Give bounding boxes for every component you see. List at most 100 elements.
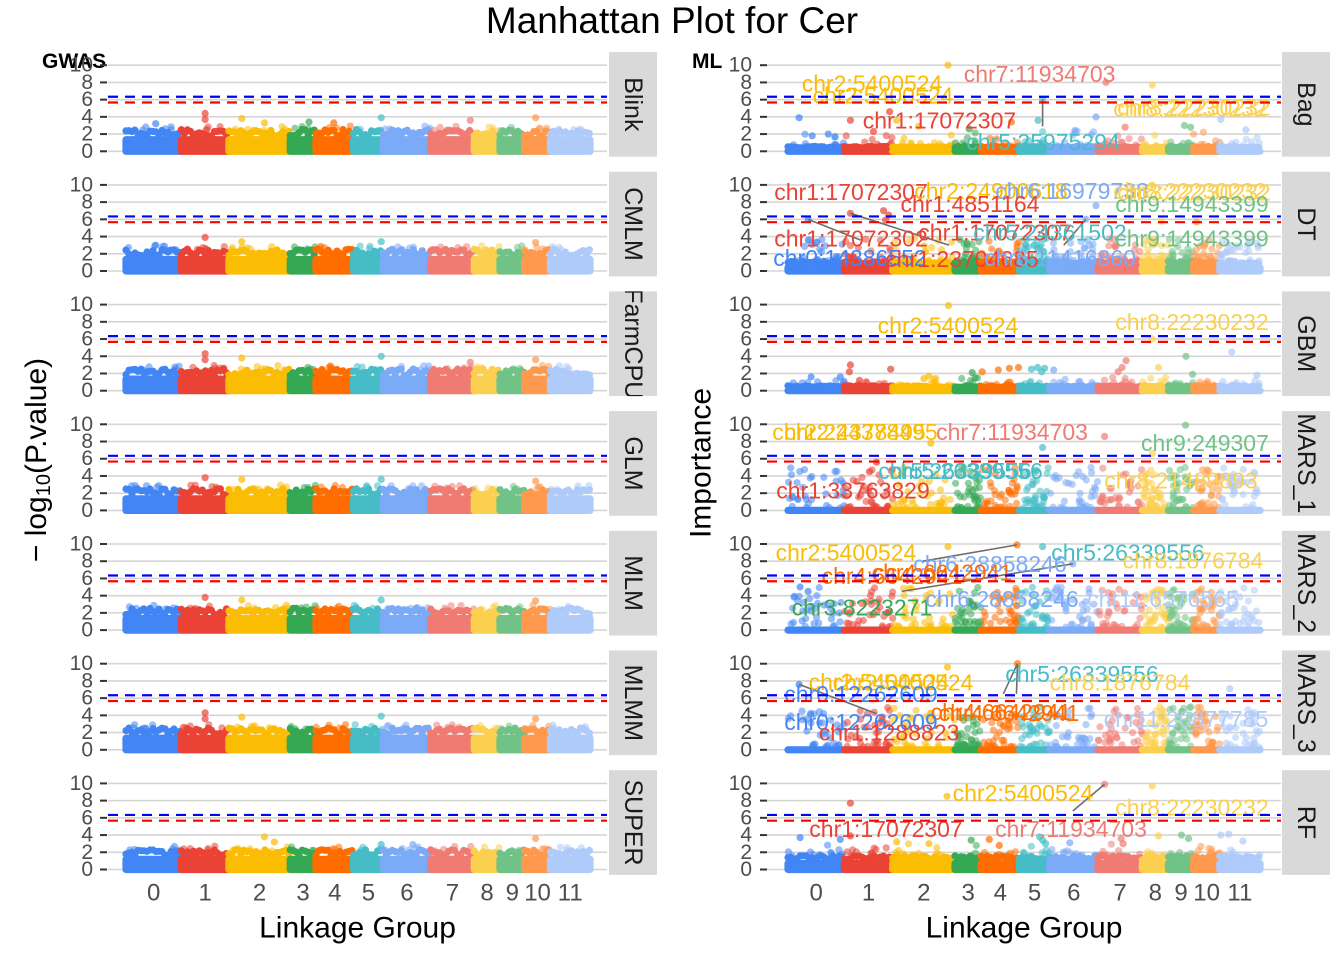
snp-label: chr2:24900618: [914, 178, 1067, 204]
data-point: [940, 500, 948, 508]
data-point: [982, 497, 991, 505]
facet-strip-label: GBM: [1292, 315, 1320, 372]
chromosome-9-points: [1164, 463, 1198, 514]
data-point: [804, 378, 812, 387]
data-point: [986, 134, 994, 142]
data-point: [384, 721, 392, 730]
chromosome-7-points: [427, 721, 478, 754]
data-point: [143, 482, 151, 490]
peak-point: [944, 543, 952, 551]
data-point: [933, 852, 941, 861]
point-cluster: [521, 375, 555, 395]
y-tick-label: 6: [81, 806, 93, 829]
data-point: [1059, 253, 1067, 261]
y-tick-label: 6: [81, 88, 93, 111]
data-point: [873, 259, 881, 267]
peak-point: [201, 593, 209, 602]
peak-point: [201, 356, 209, 364]
data-point: [1065, 479, 1073, 487]
data-point: [1137, 716, 1145, 724]
data-point: [1066, 248, 1075, 256]
data-point: [971, 129, 979, 137]
data-point: [381, 846, 389, 854]
peak-point: [1071, 127, 1079, 135]
data-point: [973, 720, 981, 728]
data-point: [577, 844, 585, 852]
point-cluster: [225, 734, 294, 754]
chromosome-0-points: [784, 464, 848, 514]
chromosome-7-points: [427, 842, 478, 874]
data-point: [577, 126, 585, 134]
data-point: [420, 362, 428, 370]
data-point: [1158, 705, 1166, 713]
chromosome-11-points: [1216, 846, 1264, 874]
data-point: [1177, 142, 1185, 150]
data-point: [904, 488, 912, 496]
data-point: [260, 126, 268, 134]
data-point: [852, 848, 860, 856]
data-point: [1200, 140, 1208, 148]
snp-label: chr11:6576565: [1087, 586, 1239, 612]
data-point: [425, 362, 433, 370]
y-tick-label: 10: [70, 772, 93, 795]
chromosome-9-points: [1164, 703, 1198, 754]
data-point: [884, 704, 892, 712]
peak-point: [377, 596, 385, 604]
data-point: [521, 246, 529, 254]
peak-point: [1148, 181, 1156, 189]
y-tick-label: 2: [740, 123, 752, 146]
data-point: [895, 381, 903, 389]
data-point: [901, 719, 910, 727]
point-cluster: [122, 734, 186, 754]
peak-point: [152, 241, 160, 249]
peak-point: [943, 663, 952, 671]
peak-point: [865, 468, 874, 476]
data-point: [513, 243, 522, 251]
chromosome-11-points: [1216, 376, 1264, 395]
x-tick-label: 2: [253, 880, 266, 907]
data-point: [451, 842, 459, 851]
data-point: [189, 730, 197, 739]
data-point: [1219, 723, 1227, 731]
data-point: [143, 610, 151, 618]
data-point: [1004, 378, 1013, 386]
data-point: [1207, 588, 1215, 596]
data-point: [171, 847, 179, 855]
data-point: [1013, 601, 1021, 610]
data-point: [963, 134, 972, 142]
data-point: [898, 733, 906, 741]
data-point: [963, 733, 971, 741]
data-point: [1244, 597, 1252, 605]
data-point: [874, 598, 882, 607]
chromosome-11-points: [1216, 584, 1264, 634]
data-point: [298, 123, 306, 131]
group-label-ml: ML: [692, 50, 722, 73]
chromosome-5-points: [349, 125, 387, 155]
point-cluster: [521, 495, 555, 514]
facet-strip-label-group: MARS_2: [1292, 533, 1320, 633]
data-point: [1200, 253, 1208, 261]
peak-point: [238, 238, 246, 246]
facet-strip: [1282, 530, 1330, 636]
facet-strip: [1282, 171, 1330, 277]
point-cluster: [177, 375, 233, 395]
chromosome-5-points: [1015, 703, 1054, 754]
data-point: [316, 846, 324, 854]
data-point: [1087, 620, 1095, 628]
facet-strip-label-group: DT: [1292, 207, 1320, 240]
point-cluster: [225, 136, 294, 155]
data-point: [909, 500, 917, 508]
point-cluster: [1216, 859, 1264, 874]
data-point: [172, 246, 180, 254]
data-point: [996, 260, 1004, 268]
data-point: [553, 485, 561, 494]
data-point: [1201, 710, 1209, 719]
data-point: [563, 844, 571, 852]
x-tick-label: 4: [328, 880, 341, 907]
data-point: [1016, 622, 1024, 630]
data-point: [489, 603, 497, 611]
data-point: [1035, 379, 1044, 387]
data-point: [167, 123, 175, 131]
data-point: [1145, 236, 1153, 244]
data-point: [951, 852, 960, 860]
